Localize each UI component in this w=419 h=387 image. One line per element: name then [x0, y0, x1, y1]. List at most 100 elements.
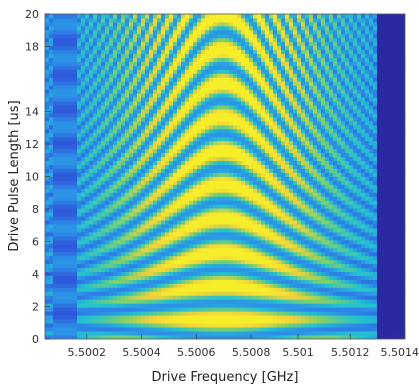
heatmap-cell [145, 267, 150, 273]
heatmap-cell [49, 323, 54, 328]
heatmap-cell [73, 267, 78, 273]
heatmap-cell [169, 17, 174, 23]
heatmap-cell [193, 17, 198, 23]
heatmap-cell [185, 279, 190, 284]
heatmap-cell [225, 105, 230, 110]
heatmap-cell [177, 263, 182, 269]
heatmap-cell [285, 263, 290, 269]
heatmap-cell [285, 77, 290, 82]
heatmap-cell [185, 148, 190, 154]
heatmap-cell [145, 168, 150, 173]
heatmap-cell [53, 188, 58, 193]
heatmap-cell [149, 168, 154, 173]
heatmap-cell [129, 17, 134, 23]
heatmap-cell [165, 97, 170, 102]
heatmap-cell [49, 17, 54, 23]
heatmap-cell [241, 109, 246, 114]
heatmap-cell [193, 271, 198, 276]
heatmap-cell [169, 335, 174, 339]
heatmap-cell [145, 311, 150, 316]
heatmap-cell [241, 331, 246, 336]
heatmap-cell [229, 216, 234, 221]
heatmap-cell [141, 224, 146, 229]
heatmap-cell [117, 335, 122, 339]
heatmap-cell [205, 57, 210, 62]
heatmap-cell [93, 144, 98, 150]
heatmap-cell [121, 307, 126, 312]
heatmap-cell [225, 291, 230, 296]
heatmap-cell [161, 97, 166, 102]
heatmap-cell [61, 283, 66, 288]
heatmap-cell [281, 65, 286, 70]
heatmap-cell [233, 319, 238, 324]
heatmap-cell [209, 105, 214, 110]
heatmap-cell [261, 164, 266, 169]
heatmap-cell [109, 287, 114, 292]
heatmap-cell [69, 109, 74, 114]
heatmap-cell [149, 220, 154, 225]
heatmap-cell [93, 331, 98, 336]
heatmap-cell [97, 204, 102, 209]
heatmap-cell [265, 77, 270, 82]
heatmap-cell [73, 319, 78, 324]
heatmap-cell [97, 247, 102, 253]
heatmap-cell [137, 14, 142, 19]
heatmap-cell [141, 251, 146, 257]
heatmap-cell [89, 128, 94, 134]
heatmap-cell [153, 29, 158, 35]
heatmap-cell [229, 41, 234, 47]
heatmap-cell [265, 299, 270, 304]
heatmap-cell [69, 303, 74, 308]
heatmap-cell [181, 164, 186, 169]
heatmap-cell [221, 307, 226, 312]
heatmap-cell [261, 109, 266, 114]
heatmap-cell [237, 132, 242, 138]
heatmap-cell [85, 216, 90, 221]
heatmap-cell [193, 263, 198, 269]
heatmap-cell [165, 275, 170, 280]
heatmap-cell [109, 73, 114, 78]
heatmap-cell [213, 49, 218, 55]
heatmap-cell [49, 109, 54, 114]
heatmap-cell [133, 152, 138, 158]
heatmap-cell [105, 109, 110, 114]
heatmap-cell [165, 311, 170, 316]
heatmap-cell [121, 255, 126, 261]
heatmap-cell [241, 21, 246, 27]
heatmap-cell [261, 45, 266, 51]
heatmap-cell [261, 204, 266, 209]
heatmap-cell [145, 21, 150, 27]
heatmap-cell [181, 136, 186, 142]
heatmap-cell [149, 196, 154, 201]
heatmap-cell [161, 73, 166, 78]
heatmap-cell [265, 93, 270, 98]
heatmap-cell [269, 220, 274, 225]
heatmap-cell [253, 89, 258, 94]
heatmap-cell [101, 267, 106, 273]
heatmap-cell [265, 124, 270, 130]
heatmap-cell [113, 69, 118, 74]
heatmap-cell [177, 208, 182, 213]
heatmap-cell [45, 101, 50, 106]
heatmap-cell [149, 287, 154, 292]
heatmap-cell [93, 319, 98, 324]
heatmap-cell [89, 200, 94, 205]
heatmap-cell [65, 41, 70, 47]
heatmap-cell [141, 132, 146, 138]
heatmap-cell [49, 152, 54, 158]
heatmap-cell [221, 73, 226, 78]
heatmap-cell [73, 315, 78, 320]
heatmap-cell [133, 113, 138, 118]
heatmap-cell [225, 303, 230, 308]
heatmap-cell [169, 69, 174, 74]
heatmap-cell [77, 89, 82, 94]
heatmap-cell [197, 117, 202, 122]
heatmap-cell [93, 57, 98, 62]
heatmap-cell [117, 152, 122, 158]
heatmap-cell [133, 29, 138, 35]
heatmap-cell [261, 216, 266, 221]
heatmap-cell [201, 239, 206, 245]
heatmap-cell [81, 267, 86, 273]
heatmap-cell [129, 49, 134, 55]
heatmap-cell [69, 101, 74, 106]
